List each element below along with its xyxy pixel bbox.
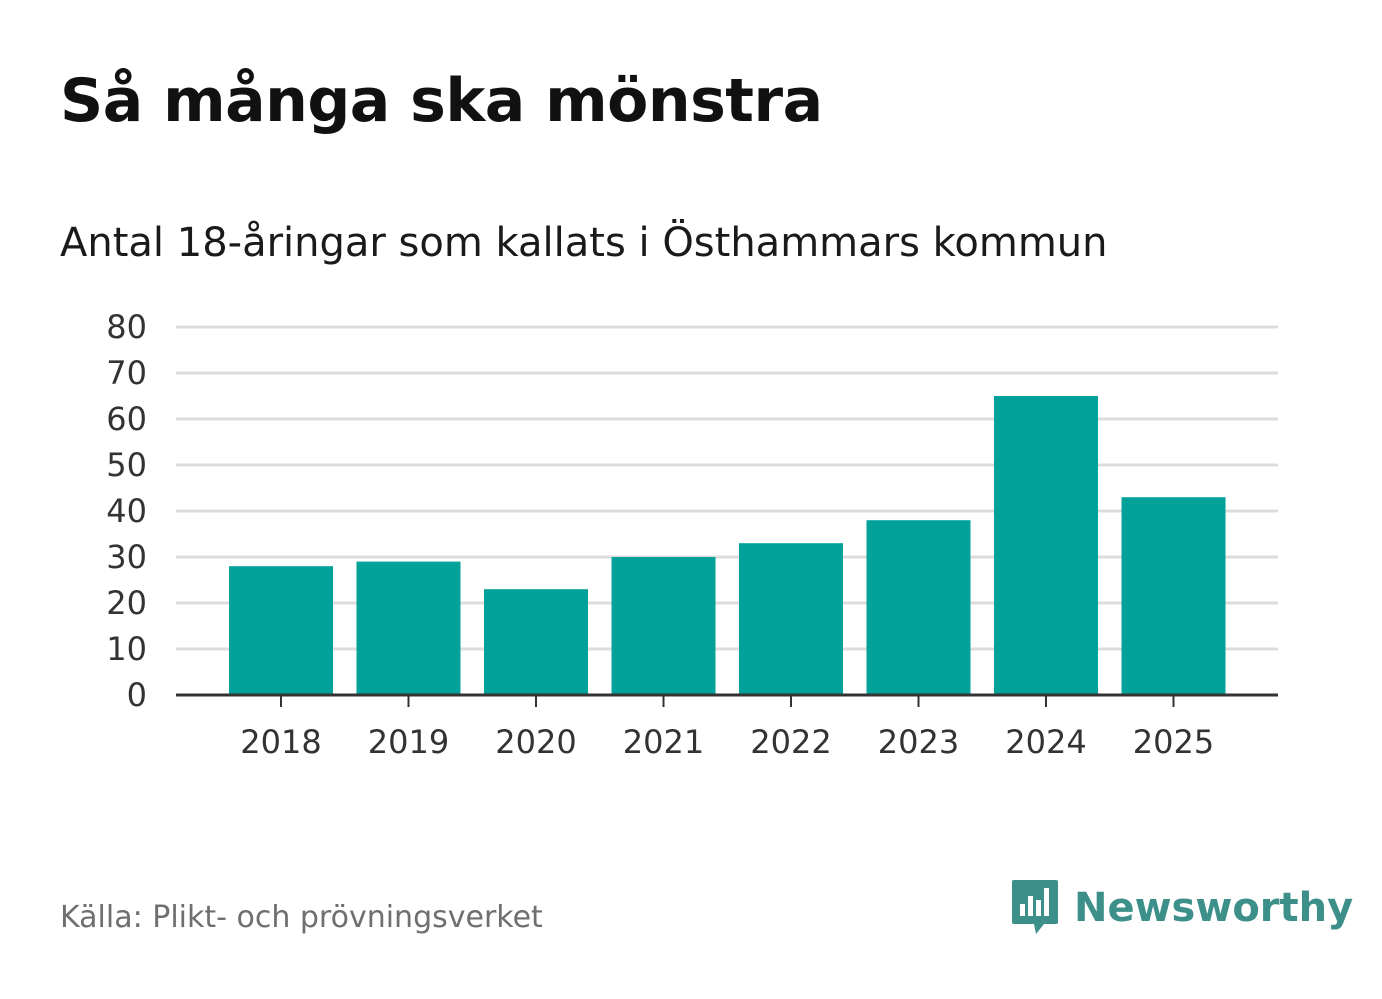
axes xyxy=(176,693,1278,707)
y-tick-label: 50 xyxy=(106,446,147,484)
y-tick-label: 10 xyxy=(106,630,147,668)
tick-labels: 0 10 20 30 40 50 60 70 80 2018 2019 2020 2021 2022 202… xyxy=(106,308,1214,761)
y-tick-label: 0 xyxy=(127,676,147,714)
chart-title: Så många ska mönstra xyxy=(60,66,823,136)
x-tick-label: 2025 xyxy=(1133,723,1214,761)
bar-2025 xyxy=(1121,497,1226,695)
y-tick-label: 40 xyxy=(106,492,147,530)
bar-2022 xyxy=(739,543,843,695)
y-tick-label: 60 xyxy=(106,400,147,438)
y-tick-label: 80 xyxy=(106,308,147,346)
y-tick-label: 70 xyxy=(106,354,147,392)
x-tick-label: 2022 xyxy=(750,723,831,761)
bar-2020 xyxy=(484,589,588,695)
y-tick-label: 20 xyxy=(106,584,147,622)
brand-name: Newsworthy xyxy=(1074,885,1354,931)
brand-logo: Newsworthy xyxy=(1010,878,1353,938)
x-tick-label: 2019 xyxy=(368,723,449,761)
gridlines xyxy=(176,325,1278,651)
x-tick-label: 2020 xyxy=(495,723,576,761)
bar-2021 xyxy=(611,557,716,695)
chart-subtitle: Antal 18-åringar som kallats i Östhammar… xyxy=(60,220,1108,266)
bar-2023 xyxy=(866,520,971,695)
source-note: Källa: Plikt- och prövningsverket xyxy=(60,900,543,935)
x-tick-label: 2023 xyxy=(878,723,959,761)
bars xyxy=(229,396,1226,695)
newsworthy-logo-icon xyxy=(1012,880,1058,934)
x-tick-label: 2024 xyxy=(1005,723,1086,761)
bar-2024 xyxy=(994,396,1098,695)
bar-2019 xyxy=(356,561,461,695)
bar-2018 xyxy=(229,566,333,695)
x-tick-label: 2018 xyxy=(240,723,321,761)
y-tick-label: 30 xyxy=(106,538,147,576)
x-tick-label: 2021 xyxy=(623,723,704,761)
